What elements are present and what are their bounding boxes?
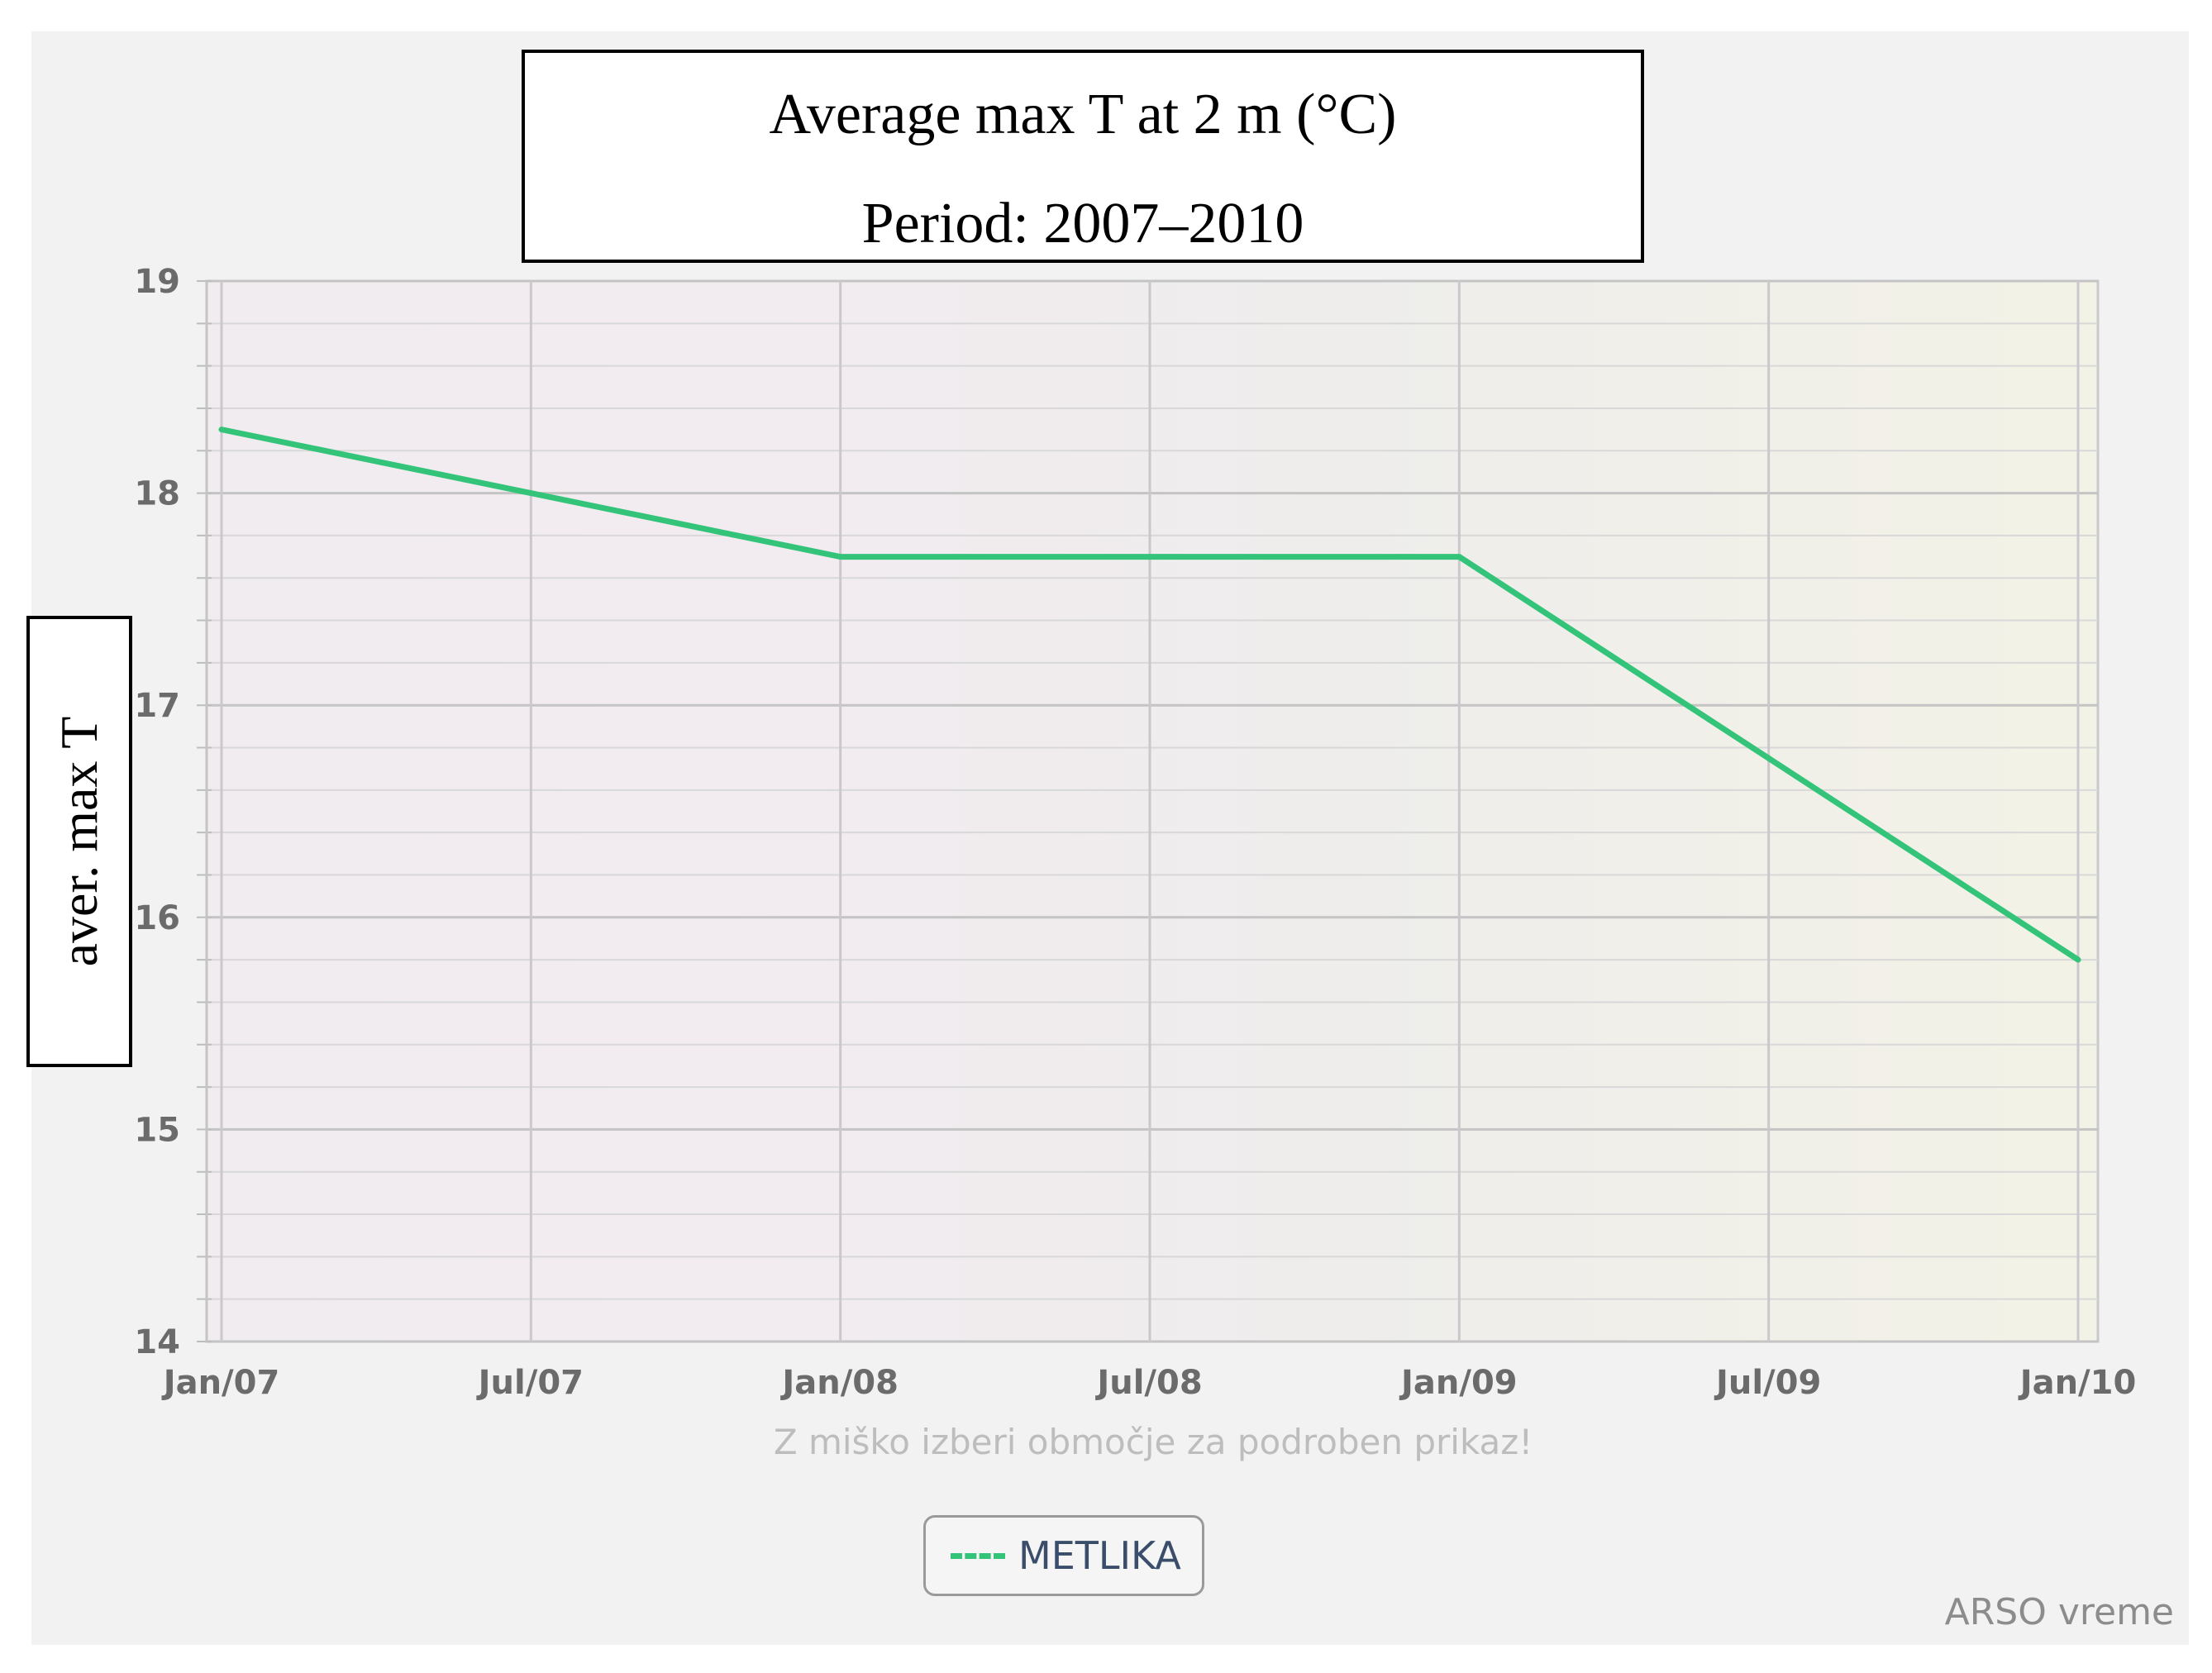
zoom-hint: Z miško izberi območje za podroben prika… bbox=[546, 1422, 1761, 1462]
legend-line-swatch bbox=[951, 1553, 1005, 1559]
x-tick-label: Jul/07 bbox=[476, 1364, 584, 1402]
y-tick-label: 17 bbox=[134, 687, 180, 725]
data-point bbox=[2076, 957, 2081, 962]
data-point bbox=[838, 555, 843, 560]
y-tick-label: 14 bbox=[134, 1323, 180, 1361]
y-tick-label: 16 bbox=[134, 899, 180, 937]
chart-title-box: Average max T at 2 m (°C) Period: 2007–2… bbox=[522, 50, 1644, 263]
credit-text[interactable]: ARSO vreme bbox=[1945, 1591, 2174, 1633]
x-tick-label: Jan/09 bbox=[1399, 1364, 1518, 1402]
x-tick-label: Jul/09 bbox=[1714, 1364, 1821, 1402]
chart-subtitle: Period: 2007–2010 bbox=[525, 195, 1641, 253]
y-tick-label: 18 bbox=[134, 475, 180, 513]
x-tick-label: Jan/07 bbox=[161, 1364, 280, 1402]
y-axis-label-box: aver. max T bbox=[26, 616, 132, 1067]
x-tick-label: Jul/08 bbox=[1094, 1364, 1202, 1402]
legend[interactable]: METLIKA bbox=[923, 1515, 1204, 1596]
plot-area[interactable] bbox=[207, 281, 2098, 1342]
data-point bbox=[219, 427, 224, 432]
legend-item-metlika[interactable]: METLIKA bbox=[1018, 1533, 1181, 1578]
y-tick-label: 15 bbox=[134, 1111, 180, 1149]
x-tick-label: Jan/08 bbox=[779, 1364, 899, 1402]
chart-title: Average max T at 2 m (°C) bbox=[525, 86, 1641, 144]
y-tick-label: 19 bbox=[134, 263, 180, 301]
y-axis-label: aver. max T bbox=[49, 717, 110, 967]
data-point bbox=[1456, 555, 1461, 560]
x-tick-label: Jan/10 bbox=[2018, 1364, 2137, 1402]
